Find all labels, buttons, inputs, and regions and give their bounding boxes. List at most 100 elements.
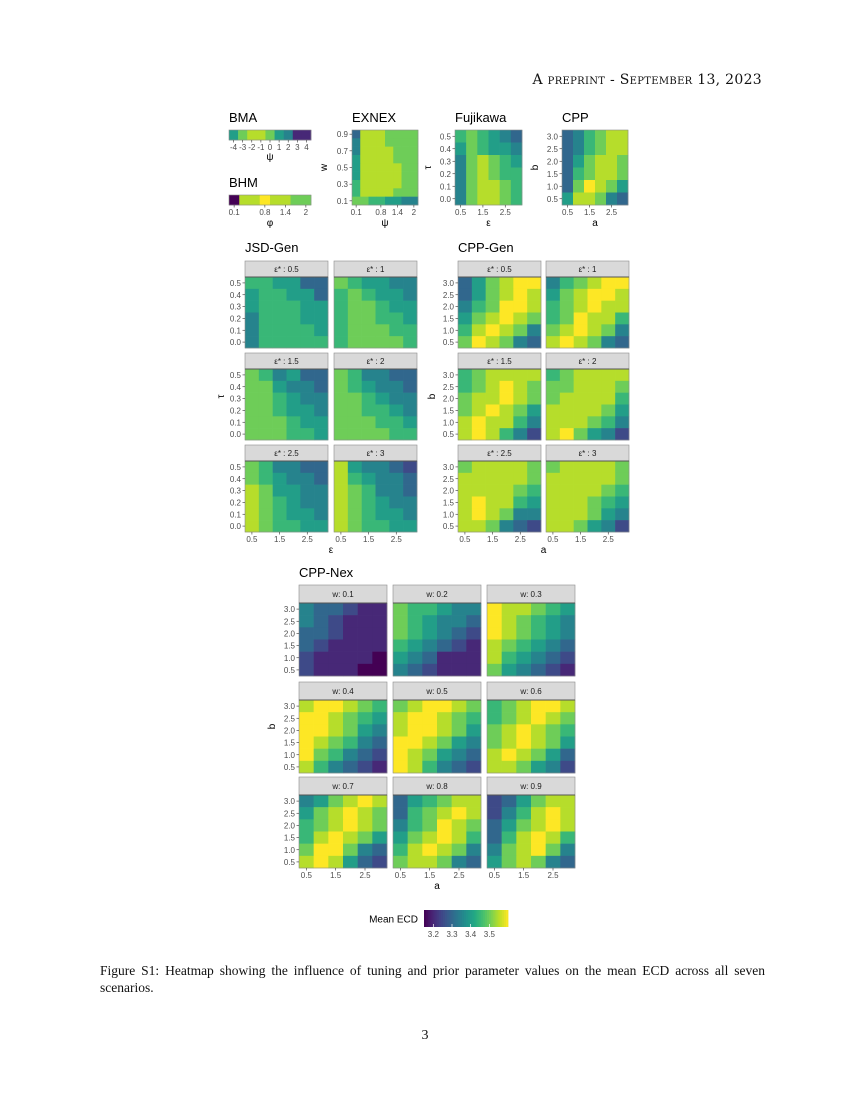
y-tick-label: 0.1 — [230, 418, 242, 427]
heatmap-cell — [573, 167, 585, 181]
heatmap-cell — [360, 163, 369, 172]
x-tick-label: -1 — [257, 143, 265, 152]
heatmap-cell — [513, 416, 528, 429]
colorbar-segment — [461, 910, 465, 927]
heatmap-cell — [584, 192, 596, 206]
heatmap-cell — [360, 188, 369, 197]
heatmap-cell — [488, 167, 500, 181]
heatmap-cell — [466, 155, 478, 168]
heatmap-cell — [272, 300, 287, 313]
heatmap-cell — [587, 392, 602, 405]
heatmap-cell — [545, 760, 561, 774]
y-axis-label: b — [530, 164, 541, 170]
heatmap-cell — [531, 712, 546, 725]
heatmap-cell — [299, 603, 314, 616]
heatmap-cell — [313, 651, 329, 665]
heatmap-cell — [299, 736, 314, 749]
heatmap-cell — [247, 130, 257, 141]
heatmap-cell — [501, 795, 517, 808]
heatmap-cell — [545, 615, 561, 628]
heatmap-cell — [485, 496, 500, 509]
heatmap-cell — [458, 324, 473, 337]
panel-border — [228, 194, 312, 206]
heatmap-cell — [546, 520, 561, 533]
heatmap-cell — [545, 712, 561, 725]
heatmap-cell — [361, 484, 376, 497]
heatmap-cell — [516, 748, 532, 762]
heatmap-cell — [300, 336, 315, 349]
y-tick-label: 0.2 — [230, 314, 242, 323]
heatmap-cell — [347, 472, 362, 485]
heatmap-cell — [409, 130, 419, 139]
y-axis-label: τ — [216, 394, 227, 398]
heatmap-cell — [451, 807, 467, 820]
heatmap-cell — [488, 192, 500, 206]
heatmap-cell — [372, 639, 388, 652]
heatmap-cell — [531, 807, 546, 820]
heatmap-cell — [601, 484, 616, 497]
heatmap-cell — [301, 130, 312, 141]
heatmap-cell — [314, 416, 329, 429]
heatmap-cell — [393, 615, 408, 628]
heatmap-cell — [328, 748, 344, 762]
heatmap-cell — [501, 819, 517, 832]
heatmap-cell — [606, 180, 618, 193]
heatmap-cell — [352, 155, 361, 164]
heatmap-cell — [437, 615, 452, 628]
heatmap-cell — [559, 520, 574, 533]
heatmap-cell — [451, 831, 467, 844]
heatmap-cell — [357, 712, 373, 725]
colorbar-segment — [474, 910, 477, 927]
heatmap-cell — [458, 416, 473, 429]
heatmap-cell — [403, 496, 418, 509]
heatmap-cell — [328, 627, 344, 640]
heatmap-cell — [458, 336, 473, 349]
heatmap-cell — [300, 380, 315, 393]
heatmap-cell — [466, 807, 482, 820]
heatmap-cell — [300, 312, 315, 325]
heatmap-cell — [437, 819, 452, 832]
heatmap-cell — [606, 142, 618, 156]
heatmap-cell — [245, 312, 260, 325]
heatmap-cell — [375, 288, 390, 301]
chart-title: BHM — [229, 175, 258, 190]
heatmap-cell — [328, 639, 344, 652]
heatmap-cell — [559, 472, 574, 485]
heatmap-cell — [485, 380, 500, 393]
heatmap-cell — [361, 520, 376, 533]
heatmap-cell — [389, 461, 404, 474]
heatmap-cell — [328, 712, 344, 725]
y-tick-label: 2.0 — [443, 487, 455, 496]
y-tick-label: 1.0 — [547, 182, 559, 191]
y-tick-label: 2.0 — [284, 821, 296, 830]
heatmap-cell — [584, 167, 596, 181]
heatmap-cell — [352, 196, 361, 206]
heatmap-cell — [458, 508, 473, 521]
heatmap-cell — [501, 724, 517, 737]
x-tick-label: 1.5 — [477, 208, 489, 217]
heatmap-cell — [458, 312, 473, 325]
heatmap-cell — [531, 795, 546, 808]
chart-title: EXNEX — [352, 110, 396, 125]
chart-title: CPP-Nex — [299, 565, 354, 580]
heatmap-cell — [559, 288, 574, 301]
x-tick-label: 2.5 — [606, 208, 618, 217]
heatmap-cell — [258, 312, 273, 325]
heatmap-cell — [286, 508, 301, 521]
heatmap-cell — [531, 831, 546, 844]
y-tick-label: 1.5 — [284, 739, 296, 748]
heatmap-cell — [559, 428, 574, 441]
heatmap-cell — [573, 369, 588, 382]
heatmap-cell — [545, 748, 561, 762]
heatmap-cell — [499, 392, 514, 405]
heatmap-cell — [368, 180, 378, 189]
y-tick-label: 1.0 — [443, 510, 455, 519]
heatmap-cell — [360, 155, 369, 164]
heatmap-cell — [560, 843, 576, 857]
heatmap-cell — [615, 300, 630, 313]
heatmap-cell — [573, 380, 588, 393]
heatmap-cell — [560, 627, 576, 640]
heatmap-cell — [245, 508, 260, 521]
heatmap-cell — [422, 627, 438, 640]
heatmap-cell — [299, 795, 314, 808]
